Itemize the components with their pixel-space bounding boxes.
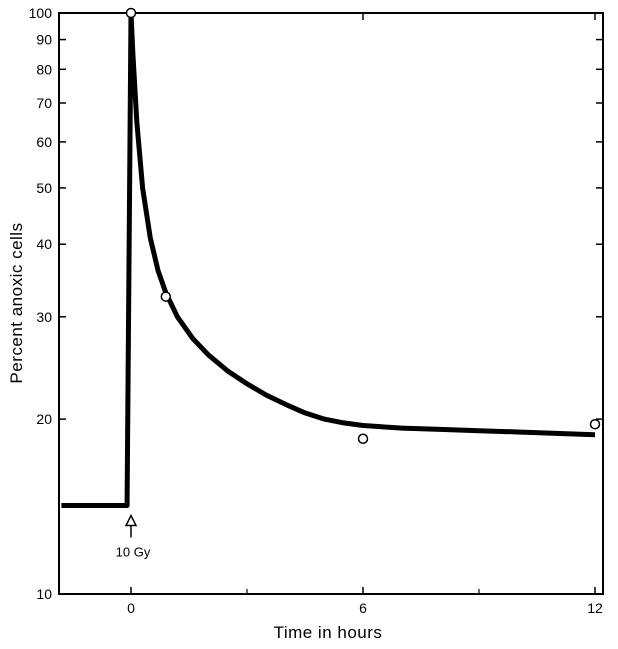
dose-label: 10 Gy: [116, 545, 151, 560]
y-tick-label: 80: [36, 61, 52, 77]
plot-frame: [58, 12, 604, 595]
x-tick-label: 6: [359, 600, 367, 616]
y-tick-label: 10: [36, 586, 52, 602]
y-tick-label: 50: [36, 180, 52, 196]
data-curve: [61, 10, 596, 508]
x-axis-title: Time in hours: [274, 623, 383, 642]
x-tick-label: 12: [587, 600, 603, 616]
x-tick-label: 0: [127, 600, 135, 616]
data-point: [589, 418, 601, 430]
y-axis-title: Percent anoxic cells: [7, 222, 26, 383]
y-tick-label: 60: [36, 134, 52, 150]
data-point: [160, 291, 172, 302]
y-tick-label: 90: [36, 32, 52, 48]
data-point: [357, 433, 369, 445]
annotations: 10 Gy: [116, 513, 151, 560]
y-tick-label: 20: [36, 411, 52, 427]
x-axis-ticks: 0 6 12: [127, 13, 603, 616]
y-axis-ticks: 10 20 30 40 50 60 70 80 90 100: [29, 5, 603, 602]
series-group: [61, 7, 601, 508]
data-point: [125, 7, 137, 19]
y-tick-label: 100: [29, 5, 53, 21]
y-tick-label: 40: [36, 236, 52, 252]
arrow-head-icon: [124, 513, 138, 527]
dose-arrow-annotation: 10 Gy: [116, 513, 151, 560]
y-tick-label: 30: [36, 309, 52, 325]
y-tick-label: 70: [36, 95, 52, 111]
